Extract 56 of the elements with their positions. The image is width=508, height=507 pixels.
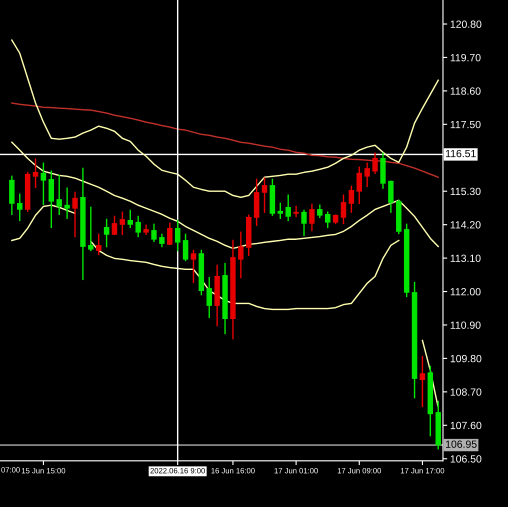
candlestick [64,187,70,219]
candlestick [167,222,172,246]
candlestick [278,202,284,219]
candlestick [238,232,244,278]
y-tick-label: 106.50 [450,455,482,463]
y-tick-label: 113.10 [450,254,481,262]
y-tick-label: 110.90 [450,321,481,329]
candlestick [40,162,46,205]
y-tick-label: 114.20 [450,221,481,229]
candlestick [190,250,196,284]
candlestick [340,194,346,224]
y-tick-label: 108.70 [450,388,482,396]
candlestick [285,194,291,222]
candlestick [56,174,62,216]
candlestick [88,206,94,252]
ref-line-label: 106.95 [446,440,477,448]
candlestick [9,176,15,216]
candlestick [348,186,354,213]
y-tick-label: 119.70 [450,54,481,62]
candlestick [364,162,370,188]
y-tick-label: 120.80 [450,20,482,28]
y-tick-label: 118.60 [450,87,481,95]
candlestick [317,204,323,218]
candlestick [112,216,118,236]
y-tick-label: 112.00 [450,288,481,296]
y-tick-label: 115.30 [450,188,481,196]
line-series [11,102,439,178]
line-series [11,39,439,198]
candlestick [262,177,268,213]
candlestick [32,158,38,188]
candlestick [104,218,110,248]
candlestick [206,276,212,318]
candlestick [388,180,394,213]
candlestick [182,234,188,262]
candlestick [356,166,362,204]
y-tick-label: 109.80 [450,354,482,362]
y-tick-label: 107.60 [450,422,482,430]
candlestick [143,224,149,236]
candlestick [135,216,141,238]
candlestick [151,224,157,242]
candlestick [293,206,299,218]
y-tick-label: 117.50 [450,120,481,128]
candlestick [48,170,54,228]
candlestick [309,204,315,232]
candlestick [420,356,426,408]
candlestick [17,194,22,222]
candlestick [120,211,126,236]
candlestick [128,210,134,228]
candlestick [324,211,330,228]
candlestick [159,234,165,248]
candlestick [174,220,180,252]
candlestick [372,152,378,174]
candlestick [72,192,78,238]
candlestick [96,234,102,256]
ref-line-label: 116.51 [446,150,476,158]
candlestick [301,210,307,236]
